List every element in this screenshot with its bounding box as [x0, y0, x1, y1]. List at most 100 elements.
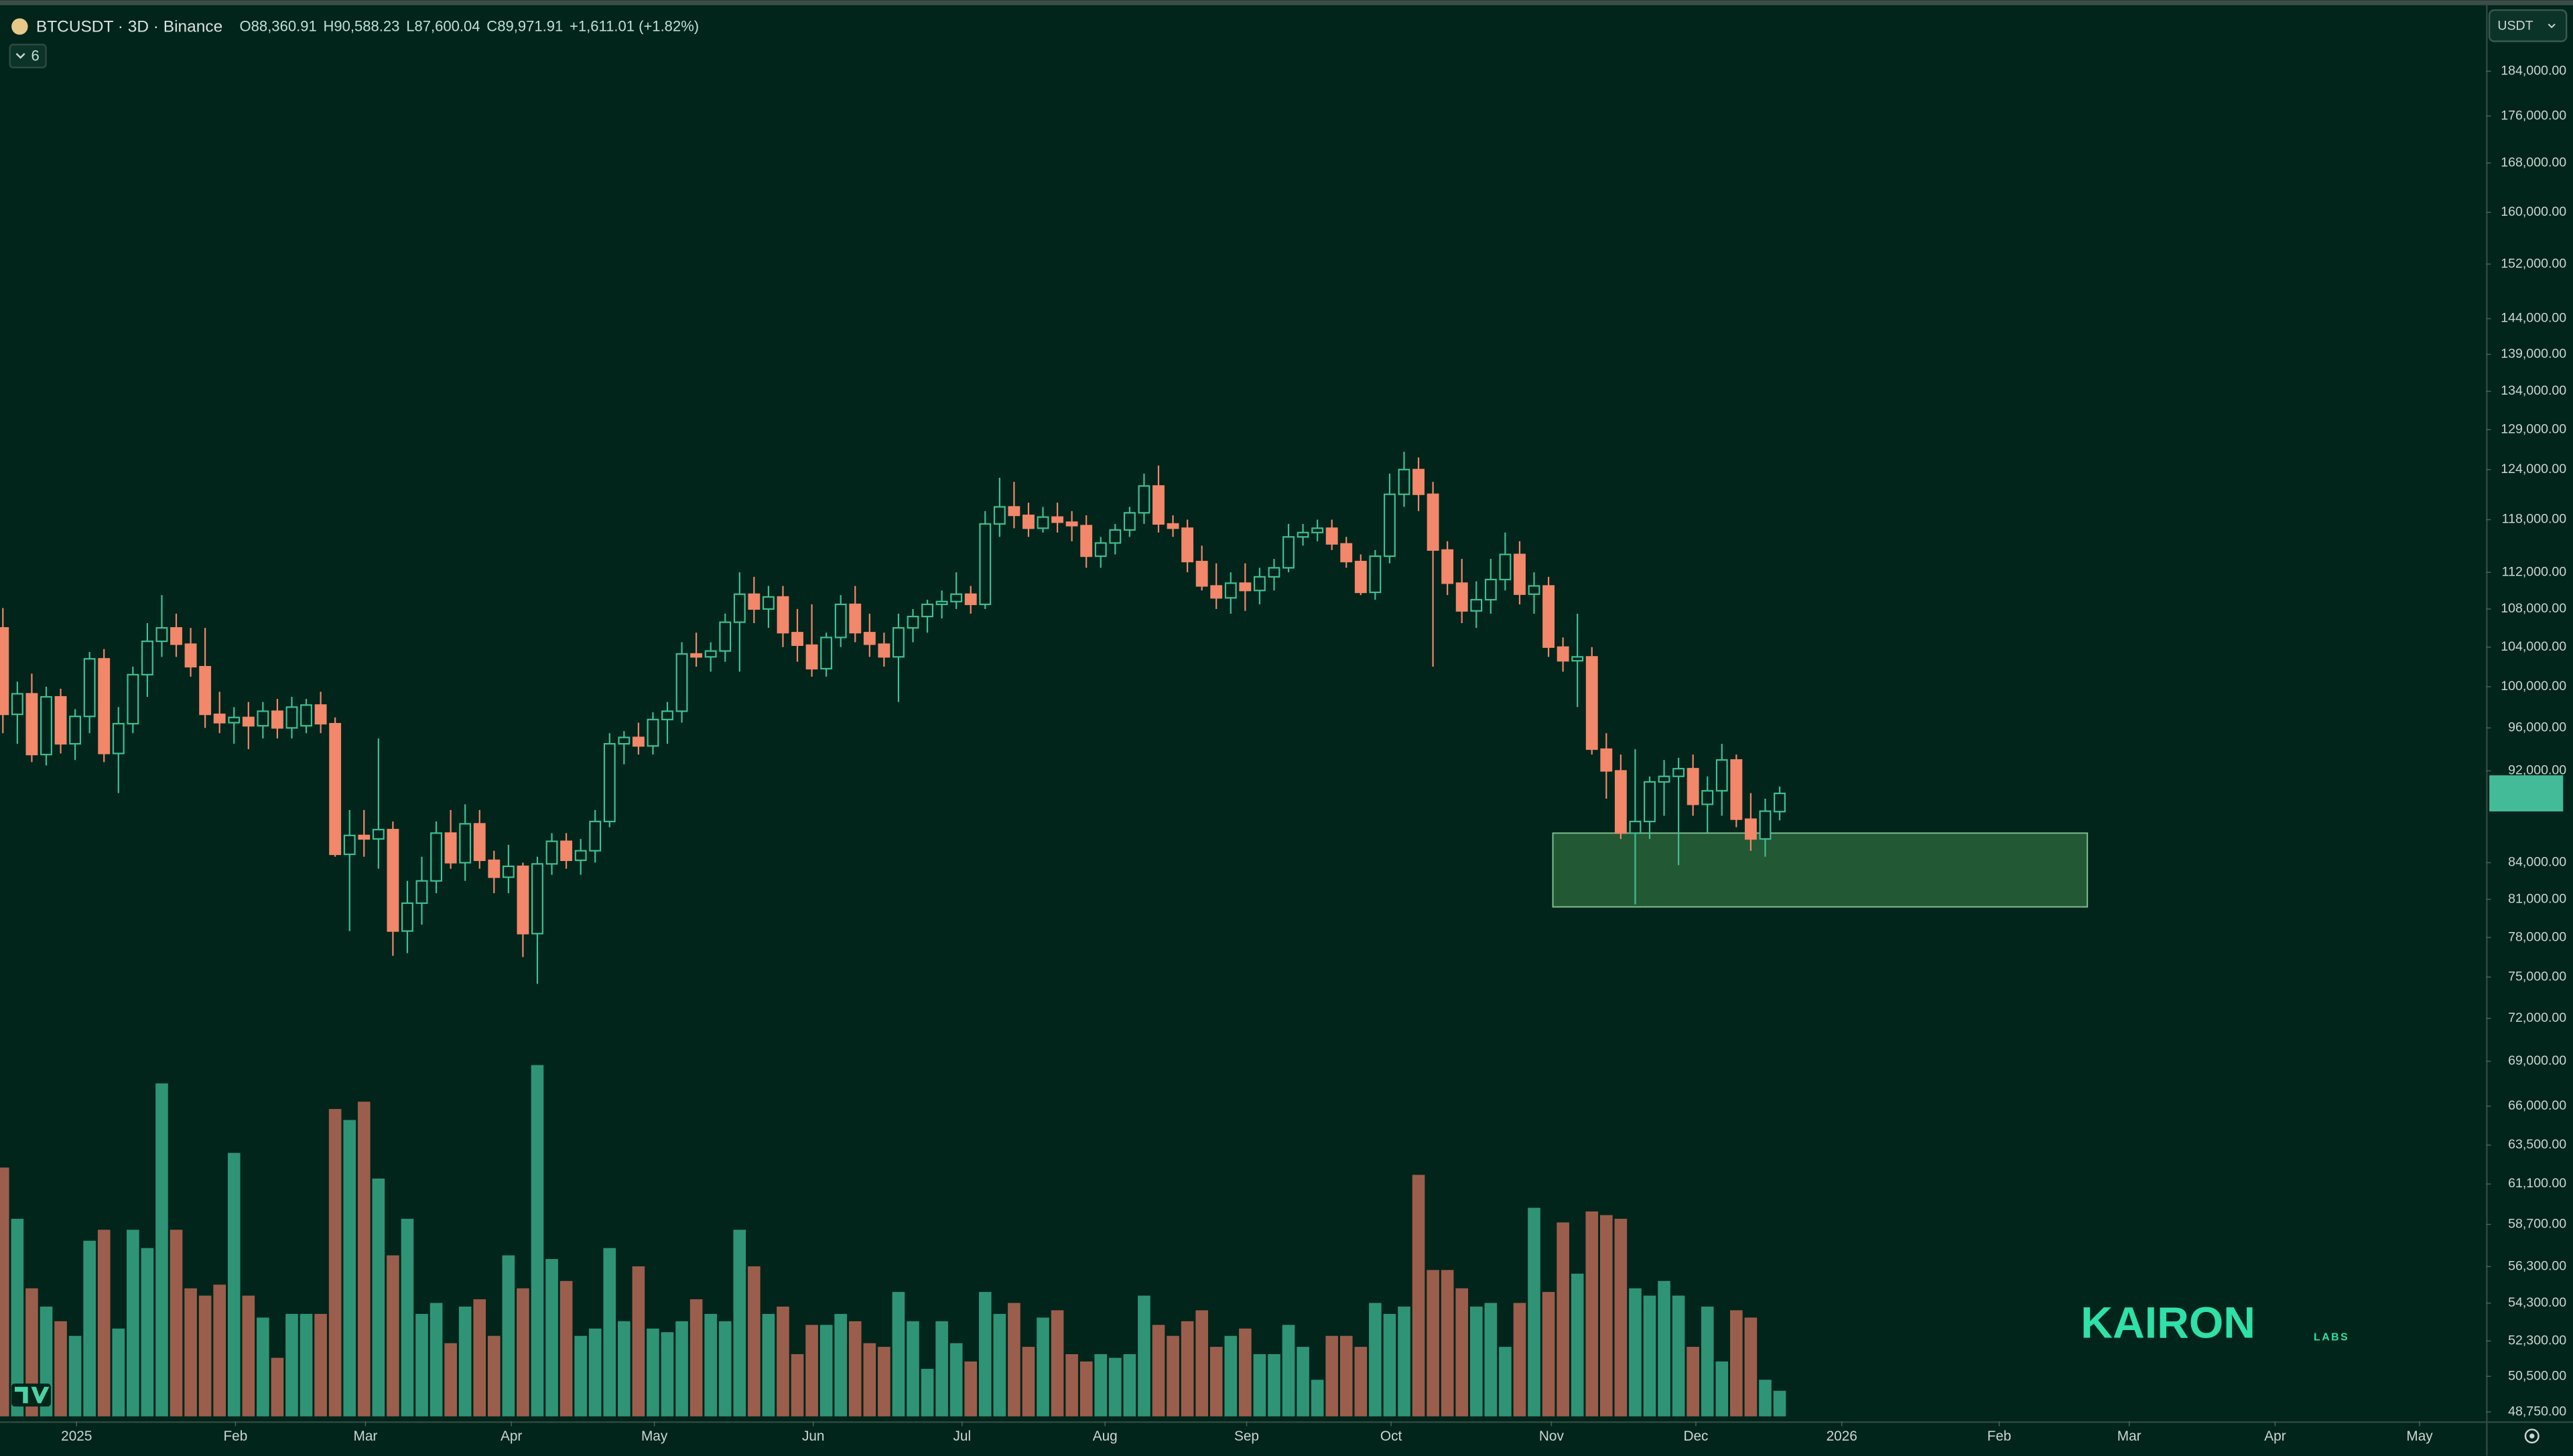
candle-body [170, 626, 182, 645]
candle-body [531, 863, 543, 935]
volume-bar [531, 1065, 544, 1416]
candle-body [25, 693, 38, 756]
settings-icon[interactable] [2524, 1429, 2539, 1444]
volume-bar [819, 1325, 833, 1416]
x-tick-label: 2026 [1827, 1429, 1857, 1444]
candle-body [257, 710, 269, 727]
y-tick-label: 118,000.00 [2502, 512, 2567, 527]
candle-body [1253, 576, 1266, 592]
volume-bar [1701, 1307, 1714, 1416]
candle-body [979, 523, 992, 606]
ohlc-value: C89,971.91 [486, 18, 563, 35]
ohlc-value: L87,600.04 [406, 18, 480, 35]
candle-body [1109, 529, 1122, 544]
symbol-icon[interactable] [11, 18, 28, 35]
volume-bar [647, 1328, 659, 1416]
volume-bar [502, 1255, 515, 1416]
volume-bar [1282, 1325, 1295, 1416]
volume-bar [357, 1102, 371, 1416]
volume-bar [1441, 1270, 1454, 1416]
volume-bar [1369, 1303, 1382, 1416]
candle-body [1774, 792, 1786, 813]
y-tick-label: 152,000.00 [2501, 256, 2566, 271]
candle-body [1644, 781, 1656, 823]
currency-dropdown[interactable] [2488, 9, 2568, 42]
y-tick-label: 139,000.00 [2501, 346, 2566, 361]
y-tick-label: 61,100.00 [2508, 1176, 2566, 1191]
candle-body [777, 596, 789, 634]
volume-bar [227, 1152, 241, 1416]
volume-bar [718, 1321, 732, 1416]
y-tick-label: 78,000.00 [2508, 929, 2566, 944]
volume-bar [0, 1167, 9, 1416]
symbol-title[interactable]: BTCUSDT · 3D · Binance [36, 17, 222, 36]
volume-bar [213, 1284, 226, 1416]
volume-bar [1109, 1358, 1122, 1416]
volume-bar [1715, 1361, 1729, 1416]
volume-bar [473, 1299, 486, 1416]
volume-bar [935, 1321, 948, 1416]
volume-bar [1759, 1380, 1772, 1416]
volume-bar [878, 1347, 890, 1416]
volume-bar [401, 1218, 414, 1416]
volume-bar [848, 1321, 862, 1416]
volume-bar [632, 1266, 645, 1416]
candle-body [488, 859, 501, 878]
volume-bar [805, 1325, 818, 1416]
volume-bar [458, 1307, 472, 1416]
y-tick-label: 176,000.00 [2501, 108, 2566, 123]
volume-bar [1037, 1317, 1049, 1416]
volume-layer [0, 1065, 1786, 1416]
chevron [2548, 23, 2556, 29]
candle-body [618, 736, 631, 745]
candle-body [213, 713, 226, 724]
candle-body [1037, 516, 1049, 529]
indicator-badge[interactable] [9, 44, 47, 69]
candle-body [1224, 582, 1237, 599]
candle-body [560, 840, 573, 862]
candle-body [1427, 493, 1439, 551]
y-tick-label: 84,000.00 [2508, 855, 2566, 870]
x-tick-label: Feb [1987, 1429, 2011, 1444]
candle-body [1759, 810, 1772, 840]
candle-body [704, 650, 717, 658]
volume-bar [83, 1240, 96, 1416]
candle-body [1557, 646, 1569, 662]
y-tick-label: 108,000.00 [2501, 601, 2566, 616]
candle-body [1730, 759, 1743, 820]
y-tick-label: 129,000.00 [2501, 421, 2566, 436]
volume-bar [1239, 1328, 1252, 1416]
volume-bar [1484, 1303, 1498, 1416]
candle-body [1528, 585, 1540, 595]
candle-body [1614, 770, 1627, 834]
volume-bar [603, 1248, 616, 1416]
candle-body [1600, 748, 1613, 772]
volume-bar [127, 1230, 139, 1416]
volume-bar [1383, 1313, 1396, 1416]
volume-bar [949, 1343, 963, 1416]
candle-body [1065, 521, 1078, 527]
candle-body [1484, 578, 1497, 601]
candle-body [1340, 543, 1353, 563]
settings-icon-dot [2529, 1433, 2535, 1439]
tv-logo[interactable] [11, 1383, 51, 1407]
volume-bar [1513, 1303, 1526, 1416]
candle-body [1022, 515, 1035, 529]
x-tick-label: Sep [1234, 1429, 1259, 1444]
candle-body [1383, 493, 1396, 557]
volume-bar [430, 1303, 443, 1416]
candle-body [1499, 553, 1512, 581]
y-tick-label: 134,000.00 [2501, 383, 2566, 398]
volume-bar [777, 1307, 789, 1416]
volume-bar [921, 1368, 934, 1416]
candle-body [1167, 523, 1179, 529]
volume-bar [863, 1343, 876, 1416]
y-tick-label: 144,000.00 [2501, 311, 2566, 326]
volume-bar [517, 1288, 529, 1416]
volume-bar [372, 1178, 385, 1416]
chevron [15, 53, 25, 59]
x-tick-label: 2025 [61, 1429, 92, 1444]
candle-body [820, 637, 833, 670]
